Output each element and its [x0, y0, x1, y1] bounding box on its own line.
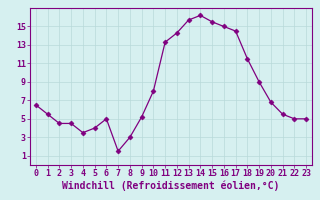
X-axis label: Windchill (Refroidissement éolien,°C): Windchill (Refroidissement éolien,°C)	[62, 181, 280, 191]
